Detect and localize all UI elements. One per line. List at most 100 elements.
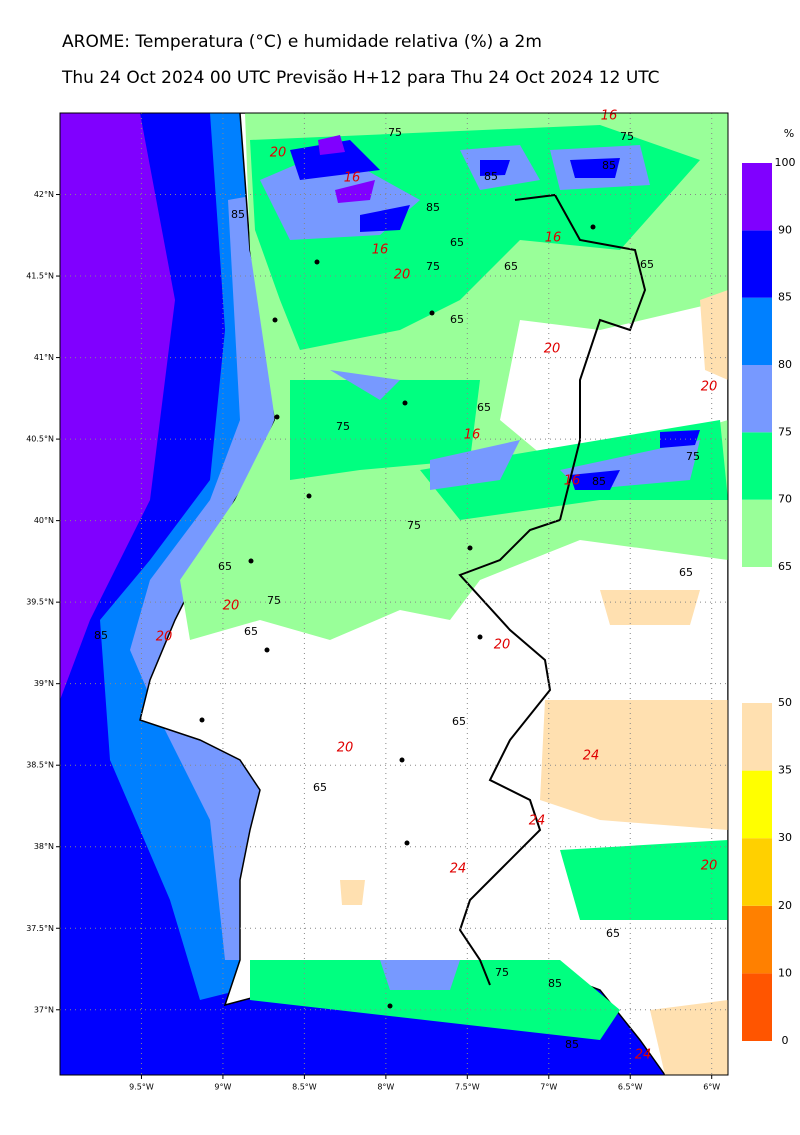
humidity-contour-label: 65: [477, 401, 491, 414]
colorbar-segment: [742, 230, 772, 298]
colorbar-label: 30: [778, 831, 792, 844]
humidity-contour-label: 75: [407, 519, 421, 532]
colorbar-segment: [742, 973, 772, 1041]
humidity-contour-label: 75: [686, 450, 700, 463]
colorbar-label: 20: [778, 899, 792, 912]
colorbar-label: 75: [778, 425, 792, 438]
colorbar-label: 80: [778, 358, 792, 371]
temperature-contour-label: 16: [464, 428, 481, 443]
x-tick-label: 9.5°W: [129, 1083, 154, 1092]
colorbar-label: 85: [778, 291, 792, 304]
grid: 9.5°W 9°W 8.5°W 8°W 7.5°W 7°W 6.5°W 6°W 37°N 37.5…: [26, 113, 728, 1092]
y-tick-label: 39.5°N: [26, 598, 54, 607]
temperature-contour-label: 20: [394, 268, 411, 283]
temperature-contour-label: 20: [270, 146, 287, 161]
cities: [199, 224, 596, 1009]
humidity-contour-label: 85: [484, 170, 498, 183]
temperature-contour-label: 24: [450, 862, 467, 877]
y-tick-label: 39°N: [34, 679, 54, 688]
humid-75: [260, 145, 700, 990]
humidity-contour-label: 65: [606, 927, 620, 940]
humid-85: [290, 140, 700, 490]
colorbar-segment: [742, 703, 772, 771]
colorbar-segment: [742, 432, 772, 500]
humidity-contour-label: 65: [450, 236, 464, 249]
humidity-contour-label: 75: [620, 130, 634, 143]
colorbar-label: 0: [782, 1034, 789, 1047]
x-tick-label: 8.5°W: [292, 1083, 317, 1092]
temperature-contour-label: 24: [635, 1048, 652, 1063]
x-tick-label: 6°W: [703, 1083, 720, 1092]
colorbar-label: 100: [775, 156, 796, 169]
colorbar-label: 50: [778, 696, 792, 709]
temperature-contour-label: 16: [564, 474, 581, 489]
map-frame: [59, 112, 729, 1076]
y-tick-label: 41°N: [34, 353, 54, 362]
temperature-contour-label: 20: [156, 630, 173, 645]
humidity-contour-label: 75: [426, 260, 440, 273]
subtitle: Thu 24 Oct 2024 00 UTC Previsão H+12 par…: [61, 68, 660, 88]
humidity-contour-label: 65: [313, 781, 327, 794]
x-tick-label: 7.5°W: [455, 1083, 480, 1092]
temperature-contour-label: 24: [583, 749, 600, 764]
humidity-contour-label: 65: [218, 560, 232, 573]
humidity-contour-label: 75: [336, 420, 350, 433]
temperature-contour-label: 20: [544, 342, 561, 357]
temperature-contour-label: 16: [372, 243, 389, 258]
colorbar-segment: [742, 365, 772, 433]
y-tick-label: 40°N: [34, 516, 54, 525]
humidity-contour-label: 65: [640, 258, 654, 271]
y-tick-label: 37.5°N: [26, 924, 54, 933]
temperature-contour-label: 16: [601, 109, 618, 124]
humidity-contour-label: 75: [388, 126, 402, 139]
temperature-contour-label: 16: [344, 171, 361, 186]
temperature-contour-label: 20: [701, 380, 718, 395]
contour-labels: 75 75 85 85 85 85 65 75 65 65 65 65 75 75 85 75 65 75 65 85…: [94, 109, 717, 1063]
colorbar-label: 10: [778, 966, 792, 979]
humidity-contour-label: 85: [94, 629, 108, 642]
temperature-contour-label: 16: [545, 231, 562, 246]
humidity-contour-label: 85: [565, 1038, 579, 1051]
colorbar-segment: [742, 163, 772, 231]
colorbar-label: 90: [778, 223, 792, 236]
y-tick-label: 41.5°N: [26, 272, 54, 281]
humidity-contour-label: 85: [231, 208, 245, 221]
temperature-contour-label: 20: [494, 638, 511, 653]
colorbar-segment: [742, 499, 772, 567]
humid-90: [318, 135, 375, 203]
y-tick-label: 42°N: [34, 190, 54, 199]
y-tick-label: 38°N: [34, 842, 54, 851]
temperature-contour-label: 20: [701, 859, 718, 874]
humidity-contour-label: 85: [592, 475, 606, 488]
y-tick-label: 37°N: [34, 1005, 54, 1014]
humidity-contour-label: 65: [679, 566, 693, 579]
map: [60, 113, 728, 1075]
title: AROME: Temperatura (°C) e humidade relat…: [62, 32, 542, 52]
temperature-contour-label: 24: [529, 814, 546, 829]
colorbar-segment: [742, 905, 772, 974]
y-tick-label: 40.5°N: [26, 435, 54, 444]
colorbars: 65 70 75 80 85 90 100 0 10 20 30 35 50: [742, 156, 796, 1047]
humidity-contour-label: 65: [504, 260, 518, 273]
humidity-contour-label: 85: [426, 201, 440, 214]
humidity-contour-label: 85: [602, 159, 616, 172]
humidity-contour-label: 65: [244, 625, 258, 638]
colorbar-segment: [742, 838, 772, 906]
humidity-contour-label: 75: [267, 594, 281, 607]
temperature-contour-label: 20: [223, 599, 240, 614]
humidity-contour-label: 75: [495, 966, 509, 979]
y-tick-label: 38.5°N: [26, 761, 54, 770]
x-tick-label: 9°W: [214, 1083, 231, 1092]
humidity-contour-label: 85: [548, 977, 562, 990]
x-tick-label: 7°W: [540, 1083, 557, 1092]
border: [458, 193, 647, 986]
colorbar-label: 70: [778, 493, 792, 506]
colorbar-label: 35: [778, 764, 792, 777]
colorbar-unit: %: [784, 127, 794, 140]
x-tick-label: 8°W: [377, 1083, 394, 1092]
humidity-contour-label: 65: [452, 715, 466, 728]
colorbar-label: 65: [778, 560, 792, 573]
colorbar-segment: [742, 297, 772, 365]
humidity-contour-label: 65: [450, 313, 464, 326]
